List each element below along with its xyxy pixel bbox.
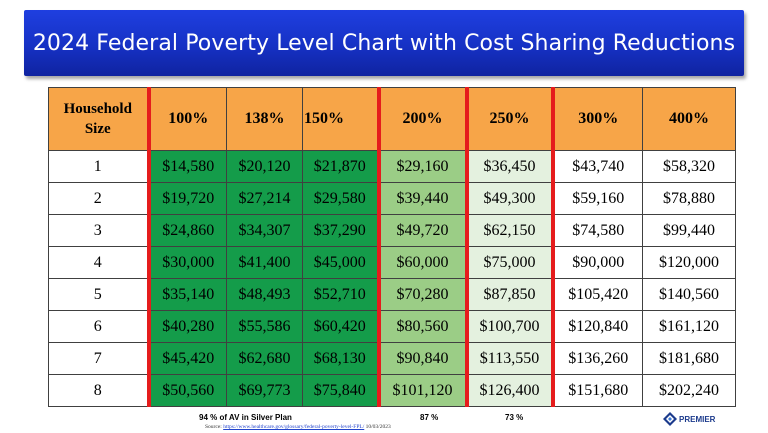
cell-household-size: 7: [48, 342, 151, 375]
cell-400: $78,880: [642, 182, 736, 215]
cell-400: $140,560: [642, 278, 736, 311]
cell-150: $52,710: [302, 278, 381, 311]
cell-household-size: 1: [48, 150, 151, 183]
table-row: 6 $40,280 $55,586 $60,420 $80,560 $100,7…: [48, 310, 736, 343]
table-row: 8 $50,560 $69,773 $75,840 $101,120 $126,…: [48, 374, 736, 407]
cell-100: $40,280: [148, 310, 227, 343]
cell-250: $87,850: [466, 278, 555, 311]
cell-150: $29,580: [302, 182, 381, 215]
cell-250: $113,550: [466, 342, 555, 375]
cell-100: $24,860: [148, 214, 227, 247]
fpl-table: Household Size 100% 138% 150% 200% 250% 3…: [48, 87, 736, 407]
cell-household-size: 8: [48, 374, 151, 407]
source-link[interactable]: https://www.healthcare.gov/glossary/fede…: [223, 424, 365, 430]
table-header-row: Household Size 100% 138% 150% 200% 250% 3…: [48, 87, 736, 151]
source-date: 10/03/2023: [365, 424, 391, 430]
cell-150: $45,000: [302, 246, 381, 279]
cell-300: $105,420: [552, 278, 643, 311]
cell-400: $120,000: [642, 246, 736, 279]
cell-200: $29,160: [378, 150, 469, 183]
header-300: 300%: [552, 87, 643, 151]
header-400: 400%: [642, 87, 736, 151]
cell-300: $43,740: [552, 150, 643, 183]
cell-300: $136,260: [552, 342, 643, 375]
av-73-label: 73 %: [505, 413, 524, 422]
cell-100: $50,560: [148, 374, 227, 407]
header-household-size: Household Size: [48, 87, 151, 151]
cell-138: $55,586: [226, 310, 303, 343]
cell-150: $68,130: [302, 342, 381, 375]
page-title: 2024 Federal Poverty Level Chart with Co…: [32, 30, 736, 56]
cell-household-size: 5: [48, 278, 151, 311]
cell-250: $36,450: [466, 150, 555, 183]
cell-250: $126,400: [466, 374, 555, 407]
logo-text: PREMIER: [679, 414, 716, 424]
cell-300: $120,840: [552, 310, 643, 343]
cell-250: $62,150: [466, 214, 555, 247]
cell-138: $41,400: [226, 246, 303, 279]
title-banner: 2024 Federal Poverty Level Chart with Co…: [24, 10, 744, 76]
cell-200: $39,440: [378, 182, 469, 215]
table-row: 2 $19,720 $27,214 $29,580 $39,440 $49,30…: [48, 182, 736, 215]
source-label: Source:: [205, 424, 222, 430]
cell-138: $69,773: [226, 374, 303, 407]
premier-logo: PREMIER: [663, 409, 723, 429]
header-200: 200%: [378, 87, 469, 151]
cell-250: $75,000: [466, 246, 555, 279]
cell-household-size: 3: [48, 214, 151, 247]
table-row: 3 $24,860 $34,307 $37,290 $49,720 $62,15…: [48, 214, 736, 247]
cell-200: $70,280: [378, 278, 469, 311]
cell-400: $99,440: [642, 214, 736, 247]
av-87-label: 87 %: [420, 413, 439, 422]
cell-100: $30,000: [148, 246, 227, 279]
cell-150: $37,290: [302, 214, 381, 247]
cell-100: $45,420: [148, 342, 227, 375]
cell-200: $101,120: [378, 374, 469, 407]
cell-150: $60,420: [302, 310, 381, 343]
cell-300: $74,580: [552, 214, 643, 247]
cell-138: $20,120: [226, 150, 303, 183]
cell-300: $90,000: [552, 246, 643, 279]
cell-200: $80,560: [378, 310, 469, 343]
cell-200: $90,840: [378, 342, 469, 375]
header-100: 100%: [148, 87, 227, 151]
av-94-label: 94 % of AV in Silver Plan: [199, 413, 292, 422]
cell-150: $21,870: [302, 150, 381, 183]
cell-138: $48,493: [226, 278, 303, 311]
cell-150: $75,840: [302, 374, 381, 407]
cell-400: $202,240: [642, 374, 736, 407]
cell-300: $59,160: [552, 182, 643, 215]
cell-300: $151,680: [552, 374, 643, 407]
cell-100: $35,140: [148, 278, 227, 311]
cell-200: $49,720: [378, 214, 469, 247]
cell-250: $100,700: [466, 310, 555, 343]
header-150: 150%: [302, 87, 381, 151]
source-line: Source: https://www.healthcare.gov/gloss…: [205, 424, 391, 430]
table-row: 1 $14,580 $20,120 $21,870 $29,160 $36,45…: [48, 150, 736, 183]
cell-household-size: 2: [48, 182, 151, 215]
cell-138: $62,680: [226, 342, 303, 375]
table-row: 7 $45,420 $62,680 $68,130 $90,840 $113,5…: [48, 342, 736, 375]
cell-200: $60,000: [378, 246, 469, 279]
diamond-icon: [663, 412, 677, 426]
cell-100: $19,720: [148, 182, 227, 215]
header-250: 250%: [466, 87, 555, 151]
cell-household-size: 4: [48, 246, 151, 279]
cell-400: $161,120: [642, 310, 736, 343]
cell-400: $181,680: [642, 342, 736, 375]
cell-138: $34,307: [226, 214, 303, 247]
cell-400: $58,320: [642, 150, 736, 183]
cell-household-size: 6: [48, 310, 151, 343]
cell-250: $49,300: [466, 182, 555, 215]
table-row: 4 $30,000 $41,400 $45,000 $60,000 $75,00…: [48, 246, 736, 279]
cell-138: $27,214: [226, 182, 303, 215]
header-138: 138%: [226, 87, 303, 151]
table-row: 5 $35,140 $48,493 $52,710 $70,280 $87,85…: [48, 278, 736, 311]
cell-100: $14,580: [148, 150, 227, 183]
